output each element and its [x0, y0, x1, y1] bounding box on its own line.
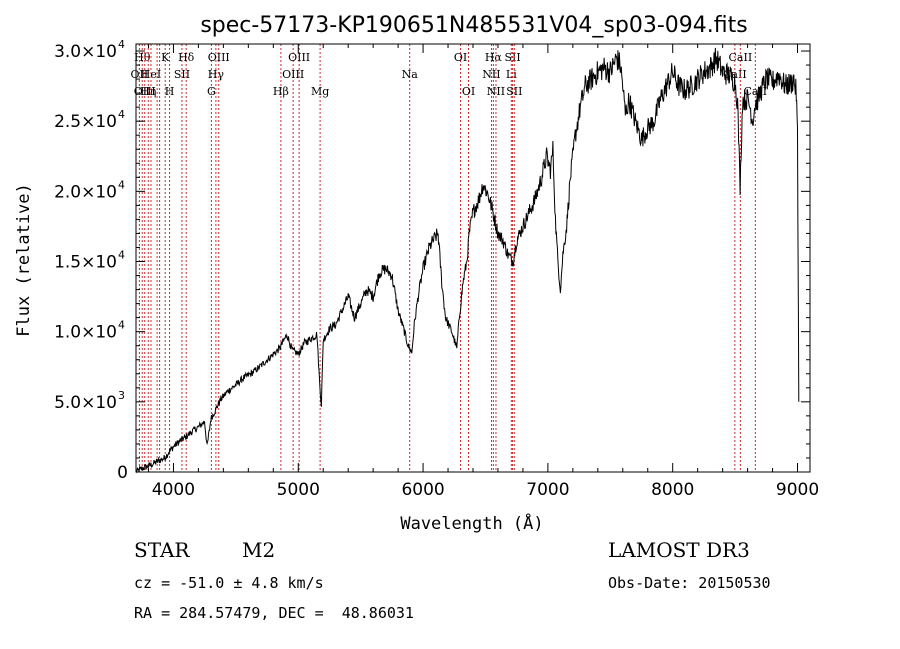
- y-tick-label-2: 1.0×10: [54, 323, 117, 343]
- line-label-22: Hα: [485, 51, 503, 64]
- y-tick-label-3: 1.5×10: [54, 253, 117, 273]
- coordinates-text: RA = 284.57479, DEC = 48.86031: [134, 604, 414, 622]
- line-label-11: G: [207, 85, 216, 98]
- line-label-8: H: [165, 85, 175, 98]
- line-label-16: OIII: [288, 51, 310, 64]
- line-label-19: OI: [454, 51, 467, 64]
- redshift-text: cz = -51.0 ± 4.8 km/s: [134, 574, 324, 592]
- line-label-24: Li: [506, 68, 517, 81]
- line-label-14: Hβ: [273, 85, 289, 98]
- x-axis-label: Wavelength (Å): [400, 512, 543, 534]
- y-tick-label-6: 3.0×10: [54, 42, 117, 62]
- x-tick-label-3: 7000: [526, 480, 569, 500]
- y-tick-exponent-5: 4: [118, 108, 125, 121]
- y-axis-label: Flux (relative): [14, 183, 34, 337]
- y-tick-label-0: 0: [117, 463, 128, 483]
- line-label-3: Hη: [140, 85, 156, 98]
- chart-title: spec-57173-KP190651N485531V04_sp03-094.f…: [200, 13, 747, 38]
- line-label-2: OIII: [134, 85, 156, 98]
- y-tick-label-1: 5.0×10: [54, 393, 117, 413]
- y-tick-exponent-3: 4: [118, 249, 125, 262]
- y-tick-exponent-4: 4: [118, 178, 125, 191]
- line-label-1: Hθ: [134, 51, 151, 64]
- line-label-13: OIII: [208, 51, 230, 64]
- y-tick-exponent-2: 4: [118, 319, 125, 332]
- y-tick-label-4: 2.0×10: [54, 182, 117, 202]
- x-tick-label-4: 8000: [651, 480, 694, 500]
- obs-date: Obs-Date: 20150530: [608, 574, 771, 592]
- line-label-18: Na: [402, 68, 419, 81]
- x-tick-label-5: 9000: [776, 480, 819, 500]
- y-tick-exponent-6: 4: [118, 38, 125, 51]
- line-label-0: OII: [131, 68, 149, 81]
- line-label-12: Hγ: [208, 68, 225, 81]
- line-label-25: SII: [504, 51, 520, 64]
- line-label-4: HeI: [141, 68, 161, 81]
- object-class: STAR: [134, 538, 190, 562]
- line-label-26: SII: [506, 85, 522, 98]
- line-label-9: SII: [174, 68, 190, 81]
- spectrum-line: [135, 47, 800, 474]
- line-label-20: OI: [462, 85, 475, 98]
- x-tick-label-2: 6000: [401, 480, 444, 500]
- line-label-15: OIII: [282, 68, 304, 81]
- line-label-17: Mg: [311, 85, 329, 98]
- line-label-7: K: [161, 51, 170, 64]
- line-markers: OIIHθOIIIHηHeIKHSIIHδGHγOIIIHβOIIIOIIIMg…: [131, 44, 767, 472]
- line-label-23: NII: [487, 85, 505, 98]
- plot-frame: [135, 43, 811, 473]
- object-subclass: M2: [242, 538, 276, 562]
- x-tick-label-1: 5000: [277, 480, 320, 500]
- line-label-28: CaII: [729, 51, 753, 64]
- y-tick-label-5: 2.5×10: [54, 112, 117, 132]
- x-tick-label-0: 4000: [152, 480, 195, 500]
- line-label-21: NII: [482, 68, 500, 81]
- line-label-10: Hδ: [178, 51, 195, 64]
- y-tick-exponent-1: 3: [118, 389, 125, 402]
- survey-name: LAMOST DR3: [608, 538, 750, 562]
